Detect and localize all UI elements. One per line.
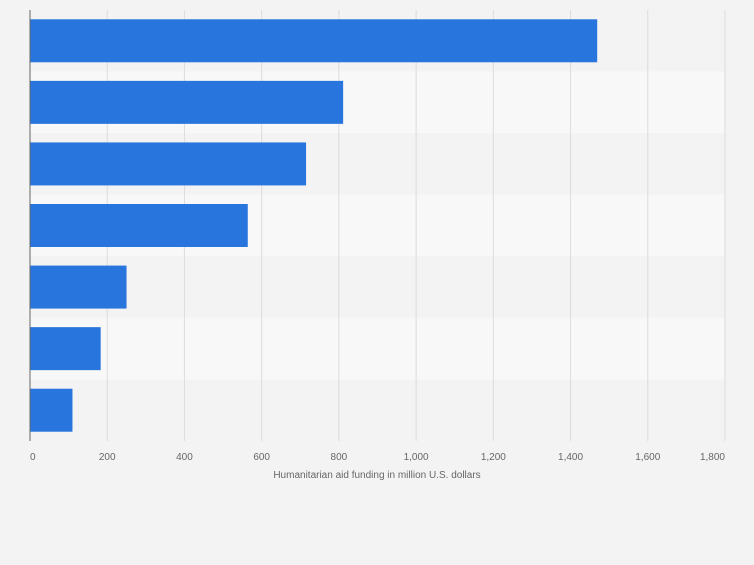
x-tick-label: 1,000 bbox=[404, 452, 429, 463]
bar[interactable] bbox=[30, 388, 73, 432]
x-axis-ticks: 0 200 400 600 800 1,000 1,200 1,400 1,600 1,800 bbox=[30, 452, 725, 463]
x-tick-label: 800 bbox=[331, 452, 348, 463]
x-tick-label: 1,800 bbox=[700, 452, 725, 463]
x-tick-label: 0 bbox=[30, 452, 36, 463]
bar[interactable] bbox=[30, 265, 127, 309]
row-band bbox=[30, 379, 725, 441]
x-tick-label: 1,600 bbox=[635, 452, 660, 463]
bar[interactable] bbox=[30, 204, 248, 247]
bar[interactable] bbox=[30, 19, 598, 63]
row-bands bbox=[30, 10, 725, 441]
row-band bbox=[30, 256, 725, 318]
x-tick-label: 1,200 bbox=[481, 452, 506, 463]
x-tick-label: 400 bbox=[176, 452, 193, 463]
x-axis-label: Humanitarian aid funding in million U.S.… bbox=[273, 470, 480, 481]
x-tick-label: 200 bbox=[99, 452, 116, 463]
bars bbox=[30, 19, 598, 432]
bar[interactable] bbox=[30, 80, 344, 124]
bar[interactable] bbox=[30, 142, 307, 186]
x-tick-label: 600 bbox=[253, 452, 270, 463]
row-band bbox=[30, 317, 725, 380]
bar[interactable] bbox=[30, 327, 101, 371]
x-tick-label: 1,400 bbox=[558, 452, 583, 463]
